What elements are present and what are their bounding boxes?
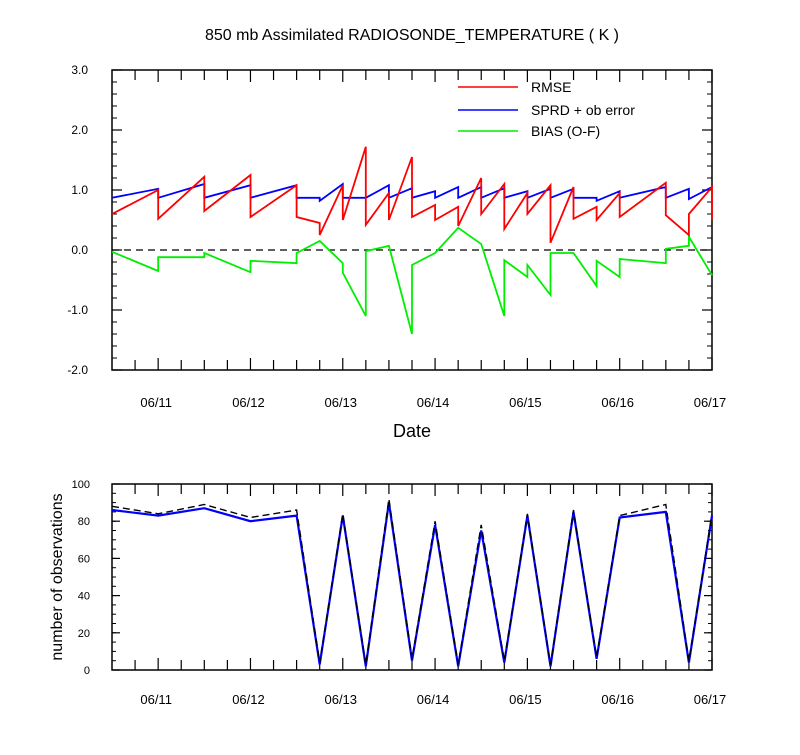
top-x-axis: 06/11 06/12 06/13 06/14 06/15 06/16 06/17 (134, 70, 727, 410)
bottom-plot-frame (111, 483, 713, 671)
legend-label-sprd: SPRD + ob error (531, 102, 635, 118)
top-chart-title: 850 mb Assimilated RADIOSONDE_TEMPERATUR… (205, 27, 619, 44)
top-x-tick-label: 06/14 (417, 395, 450, 410)
top-x-tick-label: 06/13 (324, 395, 357, 410)
top-y-tick-label: -2.0 (67, 363, 88, 377)
top-y-axis: -2.0 -1.0 0.0 1.0 2.0 3.0 (67, 63, 712, 377)
series-line-bias-o-f (111, 226, 713, 335)
bottom-x-tick-label: 06/13 (324, 692, 357, 707)
bottom-x-tick-label: 06/15 (509, 692, 542, 707)
bottom-y-axis: 0 20 40 60 80 100 (72, 479, 712, 677)
bottom-series-line-assimilated (111, 502, 714, 667)
bottom-y-tick-label: 80 (78, 516, 90, 528)
top-x-axis-label: Date (393, 421, 431, 441)
bottom-y-tick-label: 0 (84, 665, 90, 677)
bottom-y-tick-label: 100 (72, 479, 90, 491)
series-line-rmse (111, 146, 713, 244)
top-y-tick-label: 0.0 (71, 243, 88, 257)
bottom-series-line-possible (111, 498, 713, 665)
bottom-y-tick-label: 60 (78, 553, 90, 565)
top-x-tick-label: 06/12 (232, 395, 265, 410)
bottom-x-tick-label: 06/12 (232, 692, 265, 707)
bottom-x-tick-label: 06/16 (601, 692, 634, 707)
legend: RMSE SPRD + ob error BIAS (O-F) (458, 79, 635, 139)
top-y-tick-label: 1.0 (71, 183, 88, 197)
top-chart: 850 mb Assimilated RADIOSONDE_TEMPERATUR… (67, 27, 726, 441)
bottom-x-tick-label: 06/11 (140, 692, 172, 707)
bottom-y-tick-label: 20 (78, 628, 90, 640)
bottom-x-tick-label: 06/14 (417, 692, 450, 707)
top-y-tick-label: 2.0 (71, 123, 88, 137)
bottom-series-group (111, 498, 714, 667)
bottom-x-axis: 06/11 06/12 06/13 06/14 06/15 06/16 06/17 (134, 484, 727, 707)
top-y-tick-label: -1.0 (67, 303, 88, 317)
bottom-y-tick-label: 40 (78, 591, 90, 603)
bottom-x-tick-label: 06/17 (694, 692, 727, 707)
series-line-sprd-ob-error (111, 182, 713, 203)
top-x-tick-label: 06/17 (694, 395, 727, 410)
top-x-tick-label: 06/15 (509, 395, 542, 410)
top-y-tick-label: 3.0 (71, 63, 88, 77)
top-series-group (111, 146, 713, 335)
top-x-tick-label: 06/16 (601, 395, 634, 410)
legend-label-rmse: RMSE (531, 79, 571, 95)
bottom-y-axis-label: number of observations (49, 493, 66, 660)
top-x-tick-label: 06/11 (140, 395, 172, 410)
legend-label-bias: BIAS (O-F) (531, 123, 600, 139)
